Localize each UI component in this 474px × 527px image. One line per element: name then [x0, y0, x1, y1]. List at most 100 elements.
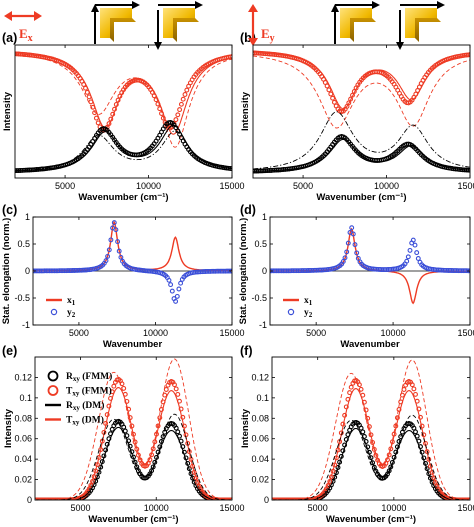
data-point [371, 464, 377, 470]
x-tick-label: 15000 [457, 328, 474, 338]
data-point [279, 497, 285, 500]
legend-entry: x1 [304, 296, 313, 307]
data-point [50, 497, 56, 500]
y-tick-label: 0.5 [254, 239, 267, 249]
data-point [35, 497, 41, 500]
data-point [175, 429, 181, 435]
data-point [173, 298, 179, 304]
chart-f: 5000 10000 15000 0 0.02 0.04 0.06 0.08 0.1 0.12 Wa… [240, 356, 474, 525]
y-tick-label: 0.02 [251, 475, 269, 485]
data-point [55, 497, 61, 500]
y-tick-label: -1 [22, 320, 30, 330]
data-point [113, 227, 119, 233]
series-a-2 [15, 54, 232, 148]
data-point [48, 497, 54, 500]
plot-frame [271, 356, 471, 501]
data-point [226, 497, 232, 500]
x-axis-label: Wavenumber [103, 339, 163, 350]
y-axis-label: Intensity [2, 91, 13, 131]
data-point [292, 497, 298, 500]
data-point [175, 112, 181, 118]
data-point [227, 268, 232, 274]
x-axis-label: Wavenumber [340, 339, 400, 350]
data-point [168, 282, 174, 288]
data-point [388, 464, 394, 470]
data-point [414, 250, 420, 256]
data-point [326, 87, 332, 93]
data-point [284, 497, 290, 500]
x-tick-label: 15000 [219, 503, 244, 513]
legend-circle-marker [287, 308, 295, 316]
panel-label-a: (a) [2, 31, 17, 45]
y-tick-label: 1 [25, 212, 30, 222]
panel-label-c: (c) [2, 203, 17, 217]
y-tick-label: -1 [259, 320, 267, 330]
data-point [328, 91, 334, 97]
x-tick-label: 15000 [457, 503, 474, 513]
data-point [462, 497, 468, 500]
y-axis-label: Stat. elongation (norm.) [238, 218, 249, 325]
series-b-0 [253, 50, 470, 115]
data-point [349, 225, 355, 231]
series-d-1 [270, 225, 470, 274]
data-point [163, 387, 169, 392]
l-shaped-particle-icon [331, 1, 380, 44]
data-point [272, 497, 278, 500]
data-point [172, 382, 177, 388]
chart-a: 5000 10000 15000 Wavenumber (cm⁻¹) Intensity [2, 44, 245, 203]
data-point [106, 403, 112, 409]
l-shaped-particle-icon [154, 1, 203, 50]
data-point [45, 497, 51, 500]
x-tick-label: 10000 [381, 503, 406, 513]
data-point [295, 497, 301, 500]
x-tick-label: 5000 [306, 328, 326, 338]
legend-entry: Txy (FMM) [66, 386, 112, 398]
x-tick-label: 5000 [70, 503, 90, 513]
data-point [158, 407, 164, 412]
data-point [354, 250, 360, 256]
data-point [180, 96, 186, 102]
data-point [176, 286, 182, 292]
data-point [173, 386, 179, 392]
x-tick-label: 5000 [293, 181, 313, 191]
data-point [173, 117, 179, 123]
current-arrow-icon [154, 1, 203, 50]
data-point [346, 100, 352, 106]
data-point [370, 460, 376, 466]
data-point [57, 497, 63, 500]
y-tick-label: -0.5 [251, 293, 267, 303]
y-tick-label: 0 [264, 495, 269, 505]
x-tick-label: 10000 [374, 181, 399, 191]
x-tick-label: 15000 [219, 328, 244, 338]
y-tick-label: 0.06 [14, 434, 32, 444]
data-point [396, 407, 402, 412]
legend-entry: Rxy (DM) [66, 400, 104, 412]
legend-entry: x1 [67, 296, 76, 307]
series-f-4 [272, 359, 470, 500]
data-point [274, 497, 280, 500]
y-tick-label: 0.08 [251, 413, 269, 423]
series-e-0 [35, 418, 232, 500]
data-point [132, 459, 138, 465]
chart-d: 5000 10000 15000 -1 -0.5 0 0.5 1 Wavenumber Stat.… [238, 212, 474, 350]
plot-frame [14, 44, 233, 179]
data-point [404, 258, 410, 264]
y-tick-label: 0.12 [14, 372, 32, 382]
data-point [95, 120, 101, 126]
y-tick-label: 0.5 [17, 239, 30, 249]
data-point [111, 383, 117, 389]
series-a-3 [15, 119, 232, 174]
data-point [106, 247, 112, 253]
data-point [331, 99, 337, 105]
data-point [42, 497, 48, 500]
data-point [222, 497, 228, 500]
series-b-3 [253, 134, 470, 174]
x-axis-label: Wavenumber (cm⁻¹) [316, 192, 406, 203]
data-point [289, 497, 295, 500]
data-point [416, 406, 422, 412]
data-point [178, 406, 184, 412]
legend-circle-marker [47, 385, 59, 396]
data-point [410, 237, 416, 243]
